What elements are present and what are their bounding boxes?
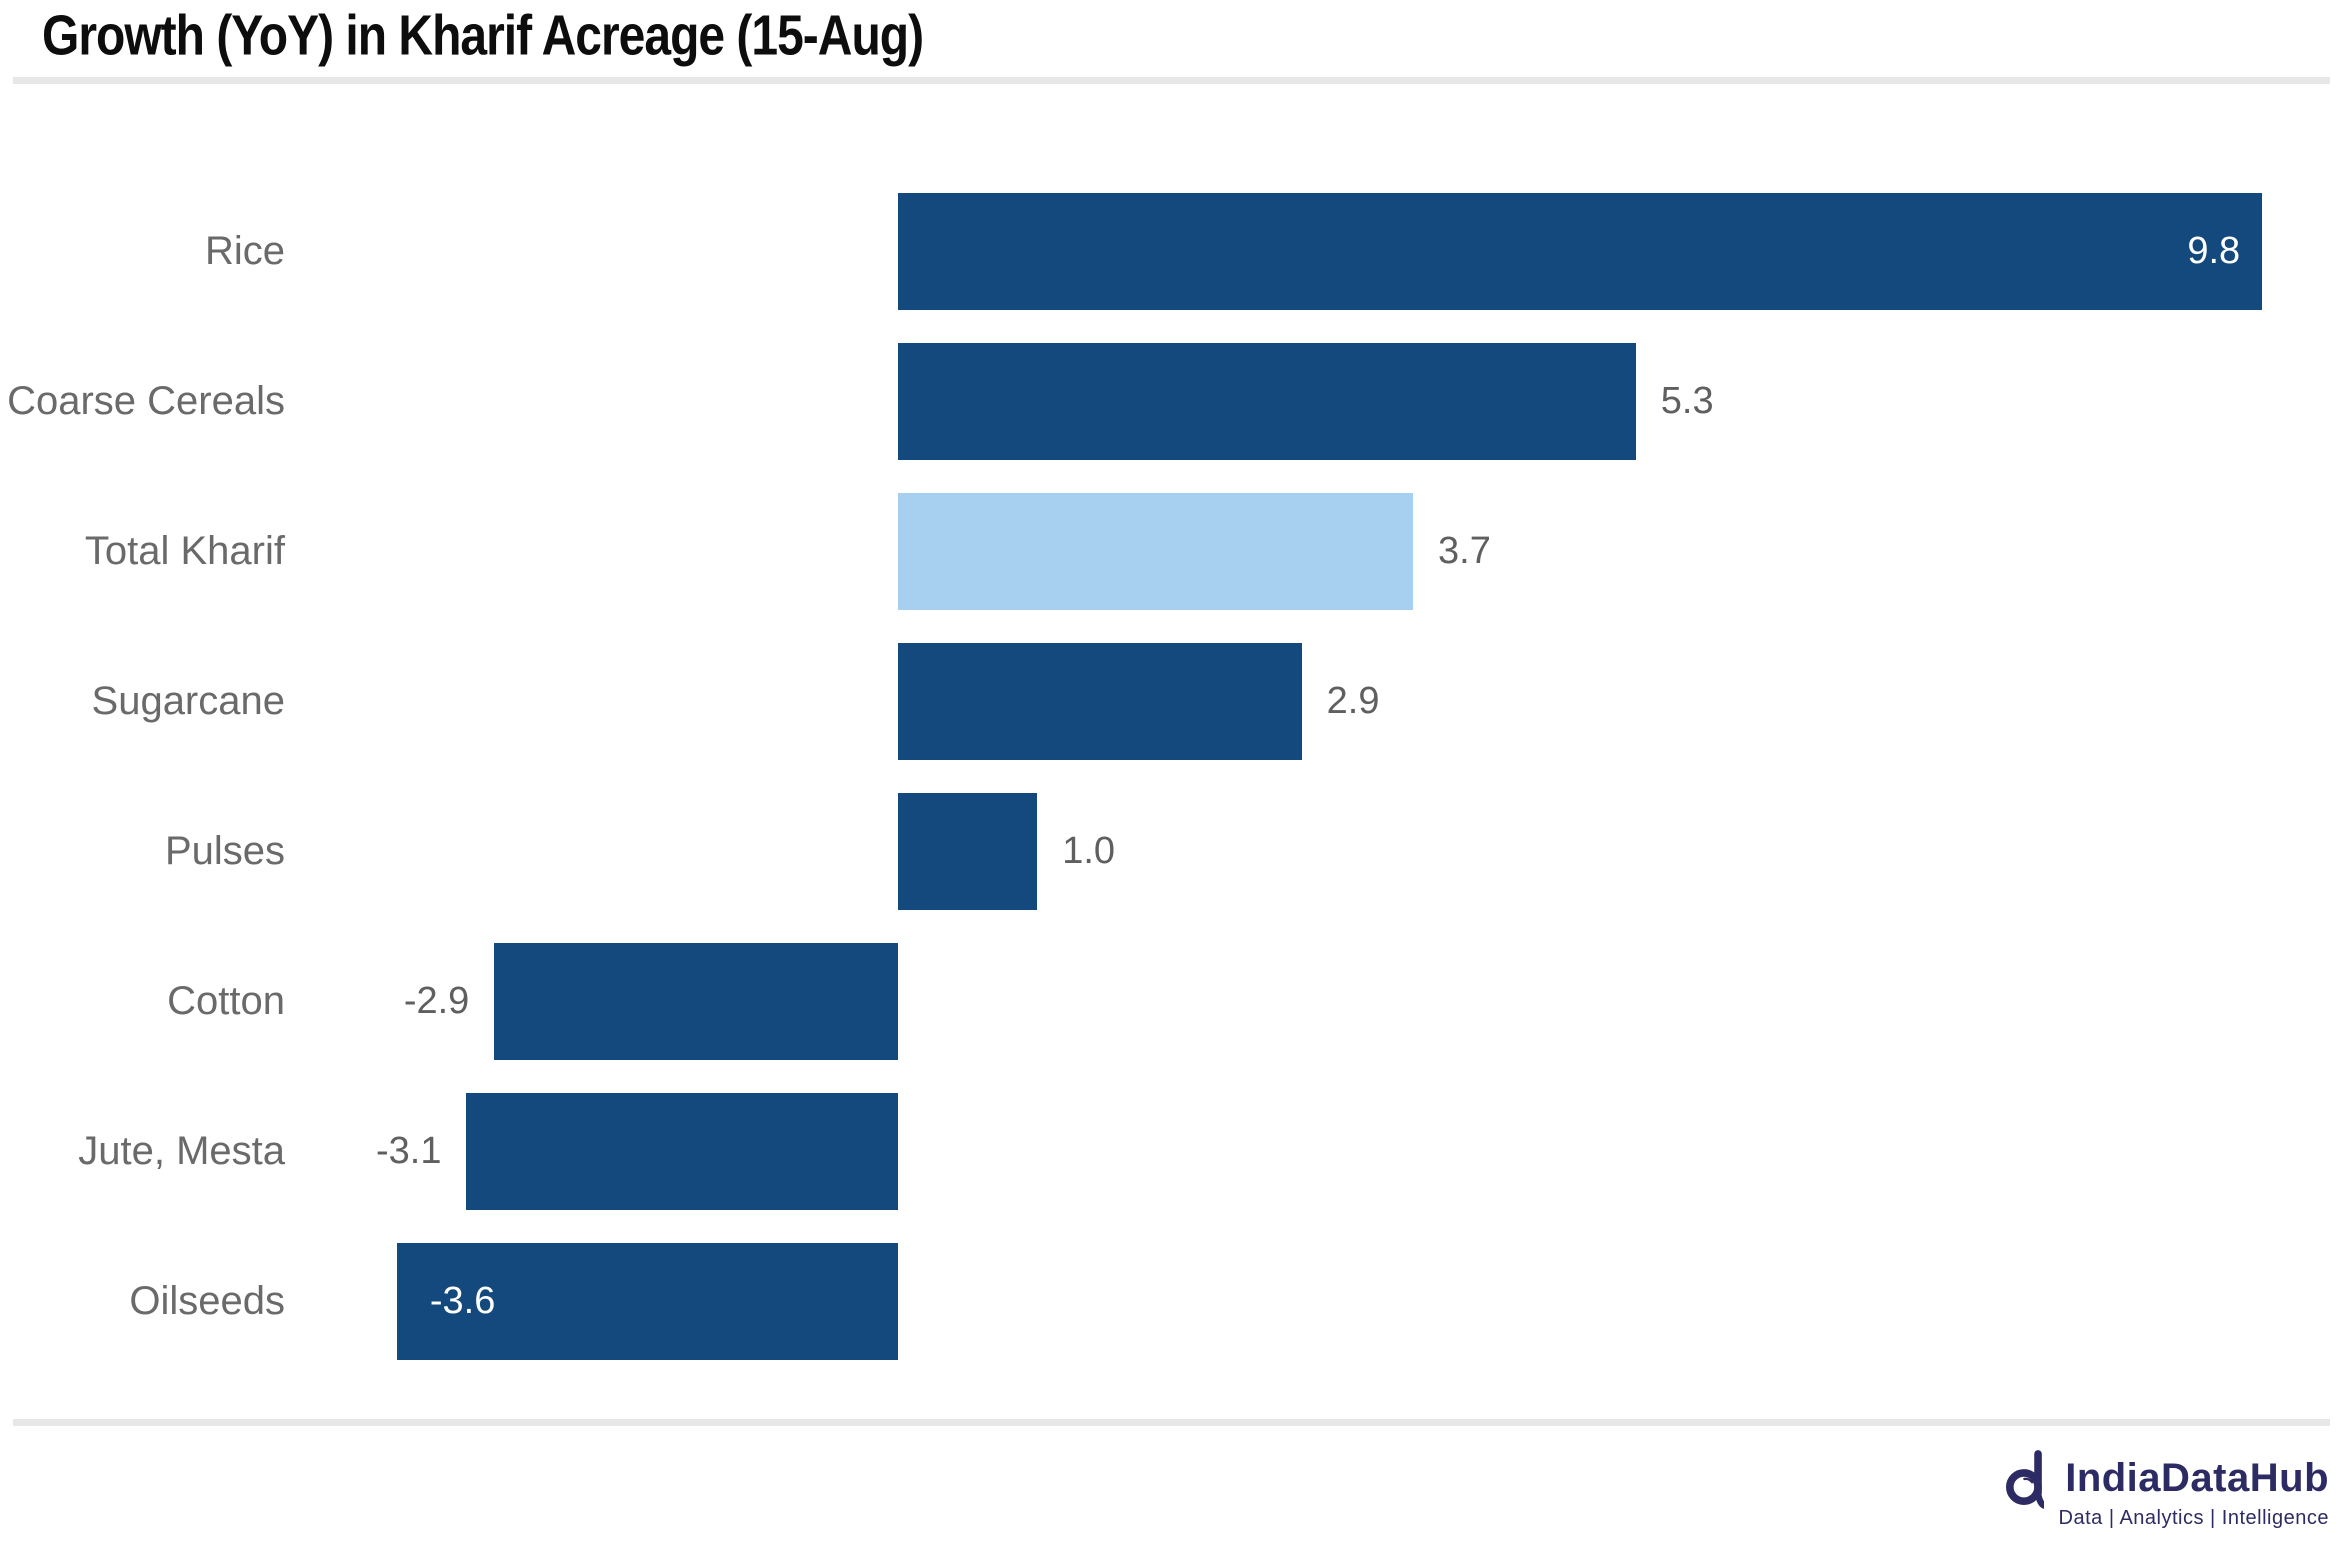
bar-rice[interactable]: [898, 193, 2263, 310]
category-label-pulses: Pulses: [164, 829, 285, 873]
page-title: Growth (YoY) in Kharif Acreage (15-Aug): [42, 5, 924, 68]
value-label-jute-mesta: -3.1: [375, 1130, 442, 1172]
value-label-total-kharif: 3.7: [1438, 530, 1491, 572]
category-label-total-kharif: Total Kharif: [84, 529, 285, 573]
bar-cotton[interactable]: [494, 943, 898, 1060]
bar-jute-mesta[interactable]: [466, 1093, 898, 1210]
category-label-sugarcane: Sugarcane: [91, 679, 285, 723]
bar-sugarcane[interactable]: [898, 643, 1302, 760]
brand-tagline: Data | Analytics | Intelligence: [2058, 1507, 2329, 1529]
bar-oilseeds[interactable]: [396, 1243, 898, 1360]
value-label-pulses: 1.0: [1062, 830, 1116, 872]
category-label-coarse-cereals: Coarse Cereals: [7, 379, 285, 423]
value-label-rice: 9.8: [2187, 230, 2241, 272]
value-label-sugarcane: 2.9: [1326, 680, 1380, 722]
value-label-coarse-cereals: 5.3: [1660, 380, 1714, 422]
category-label-rice: Rice: [204, 229, 285, 273]
bar-pulses[interactable]: [898, 793, 1038, 910]
brand-name: IndiaDataHub: [2065, 1456, 2329, 1500]
indiadatahub-logo-icon: [2006, 1450, 2044, 1509]
value-label-cotton: -2.9: [403, 980, 470, 1022]
bar-coarse-cereals[interactable]: [898, 343, 1636, 460]
category-label-jute-mesta: Jute, Mesta: [78, 1129, 285, 1173]
bar-total-kharif[interactable]: [898, 493, 1414, 610]
footer-divider: [13, 1419, 2330, 1426]
category-label-cotton: Cotton: [167, 979, 285, 1023]
value-label-oilseeds: -3.6: [429, 1280, 496, 1322]
bar-chart: Rice 9.8 Coarse Cereals 5.3 Total Kharif 3.7 S…: [0, 90, 2343, 1410]
category-label-oilseeds: Oilseeds: [129, 1279, 285, 1323]
title-divider: [13, 77, 2330, 84]
